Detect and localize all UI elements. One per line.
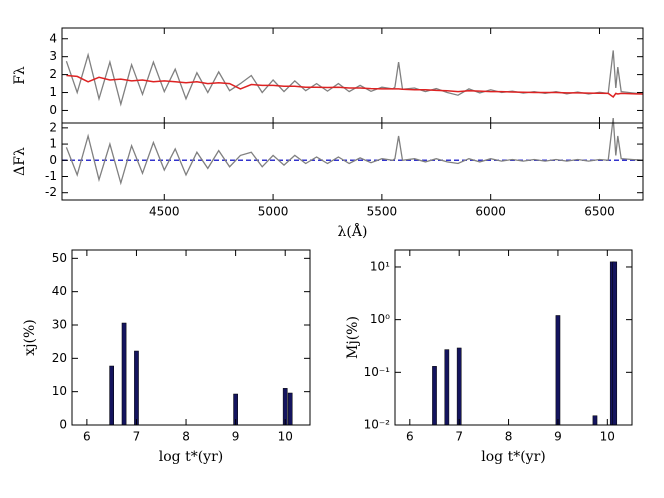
- x-tick-label: 10: [278, 430, 293, 444]
- bar: [612, 261, 618, 426]
- y-tick-label: 4: [49, 31, 57, 45]
- y-tick-label: 3: [49, 49, 57, 63]
- y-axis-label: ΔFλ: [12, 147, 28, 176]
- x-tick-label: 9: [232, 430, 240, 444]
- axes-frame: [71, 249, 311, 426]
- x-tick-label: 7: [133, 430, 141, 444]
- y-tick-label: 10⁰: [370, 312, 390, 326]
- y-tick-label: -2: [45, 185, 57, 199]
- bar: [287, 392, 293, 426]
- y-tick-label: 50: [52, 251, 67, 265]
- spectrum-line: [65, 50, 644, 107]
- spectrum-line: [66, 74, 644, 99]
- y-tick-label: 0: [59, 418, 67, 432]
- y-tick-label: 0: [49, 153, 57, 167]
- axes-frame: [394, 249, 633, 426]
- bar: [134, 350, 139, 426]
- y-tick-label: 30: [52, 318, 67, 332]
- x-tick-label: 8: [505, 430, 513, 444]
- x-axis-label: log t*(yr): [481, 449, 545, 465]
- y-axis-label: Fλ: [12, 66, 28, 85]
- x-tick-label: 6000: [475, 205, 506, 219]
- y-tick-label: 10⁻¹: [364, 365, 391, 379]
- y-tick-label: -1: [45, 169, 57, 183]
- y-tick-label: 2: [49, 120, 57, 134]
- x-tick-label: 6500: [584, 205, 615, 219]
- y-tick-label: 20: [52, 351, 67, 365]
- y-tick-label: 10¹: [370, 259, 390, 273]
- y-tick-label: 10: [52, 384, 67, 398]
- x-tick-label: 8: [182, 430, 190, 444]
- y-tick-label: 40: [52, 284, 67, 298]
- bar: [432, 366, 437, 426]
- x-tick-label: 4500: [149, 205, 180, 219]
- x-tick-label: 10: [600, 430, 615, 444]
- y-tick-label: 1: [49, 137, 57, 151]
- bar: [121, 322, 127, 426]
- y-tick-label: 2: [49, 67, 57, 81]
- spectrum-line: [65, 118, 644, 186]
- bar: [456, 347, 462, 426]
- x-tick-label: 5500: [367, 205, 398, 219]
- x-axis-label: λ(Å): [338, 222, 368, 240]
- x-tick-label: 5000: [258, 205, 289, 219]
- axes-frame: [61, 122, 644, 201]
- bar: [555, 315, 561, 426]
- x-tick-label: 6: [83, 430, 91, 444]
- y-axis-label: xj(%): [22, 319, 38, 355]
- x-tick-label: 7: [455, 430, 463, 444]
- x-tick-label: 9: [554, 430, 562, 444]
- y-tick-label: 1: [49, 85, 57, 99]
- bar: [109, 365, 114, 426]
- bar: [444, 349, 450, 426]
- y-tick-label: 10⁻²: [364, 418, 391, 432]
- x-tick-label: 6: [406, 430, 414, 444]
- bar: [592, 415, 598, 426]
- y-tick-label: 0: [49, 103, 57, 117]
- y-axis-label: Mj(%): [345, 316, 361, 359]
- x-axis-label: log t*(yr): [159, 449, 223, 465]
